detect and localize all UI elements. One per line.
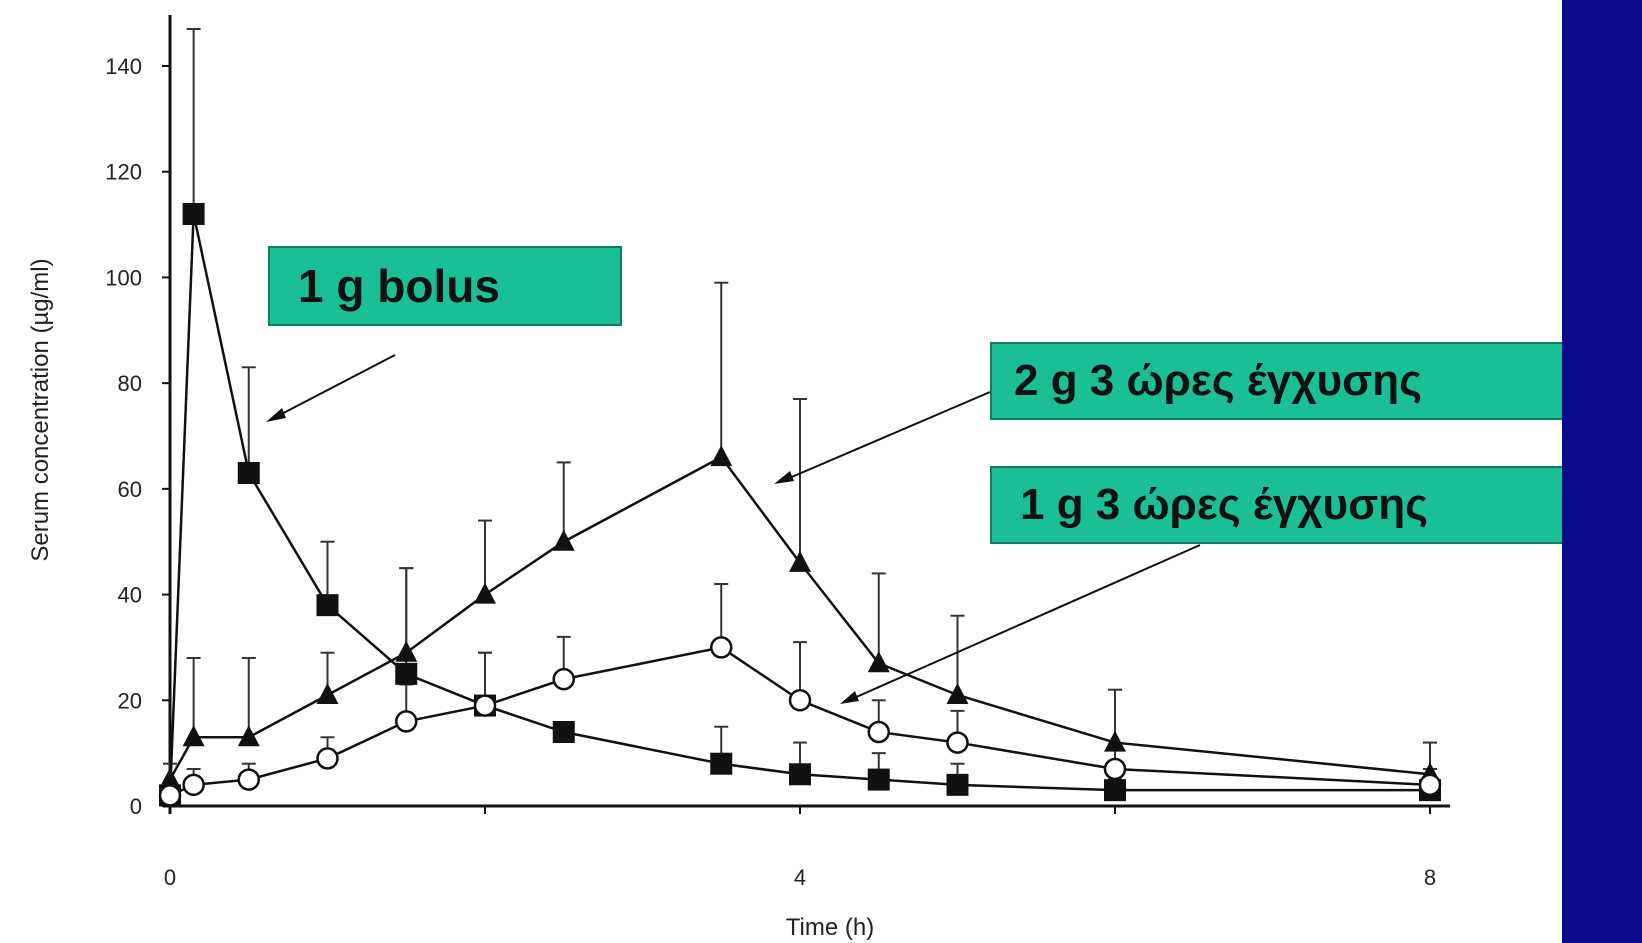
square-marker <box>182 203 205 225</box>
square-marker <box>946 773 969 796</box>
x-tick-label: 4 <box>794 865 806 890</box>
circle-marker <box>946 731 969 754</box>
axes <box>163 15 1450 814</box>
arrowhead-1g <box>840 691 859 704</box>
y-tick-label: 120 <box>105 160 142 185</box>
y-ticks: 0 20 40 60 80 100 120 140 <box>105 54 170 819</box>
triangle-marker <box>237 725 260 747</box>
circle-marker <box>316 747 339 770</box>
triangle-marker <box>182 725 205 747</box>
y-tick-label: 140 <box>105 54 142 79</box>
arrow-2g <box>779 391 991 483</box>
square-marker <box>237 462 260 484</box>
y-tick-label: 80 <box>118 371 142 396</box>
circle-marker <box>158 784 182 807</box>
square-marker <box>710 752 733 775</box>
arrowhead-bolus <box>266 408 286 422</box>
square-marker <box>552 721 575 743</box>
circle-marker <box>788 689 812 712</box>
y-tick-label: 60 <box>118 477 142 502</box>
circle-marker <box>1418 773 1442 797</box>
triangle-marker <box>552 529 575 551</box>
circle-marker <box>867 720 890 744</box>
triangle-marker <box>946 683 969 704</box>
square-marker <box>867 768 890 791</box>
x-tick-label: 8 <box>1424 865 1436 890</box>
circle-marker <box>1103 757 1127 781</box>
arrow-bolus <box>269 354 396 421</box>
circle-marker <box>710 636 733 659</box>
circle-marker <box>182 773 205 797</box>
square-marker <box>1104 779 1126 802</box>
y-tick-label: 20 <box>118 688 142 713</box>
circle-marker <box>552 667 575 691</box>
x-ticks: 0 4 8 <box>164 806 1436 890</box>
arrowhead-2g <box>774 471 794 484</box>
triangle-marker <box>395 640 418 662</box>
markers <box>158 203 1442 807</box>
triangle-marker <box>159 767 181 789</box>
y-tick-label: 0 <box>130 794 142 819</box>
circle-marker <box>473 694 497 717</box>
side-band <box>1562 0 1642 943</box>
triangle-marker <box>474 582 496 604</box>
square-marker <box>316 594 339 617</box>
x-tick-label: 0 <box>164 865 176 890</box>
x-axis-title: Time (h) <box>786 914 874 941</box>
square-marker <box>789 763 811 786</box>
arrow-1g <box>844 544 1201 703</box>
annotation-2g-infusion: 2 g 3 ώρες έγχυσης <box>990 342 1642 420</box>
y-axis-title: Serum concentration (µg/ml) <box>27 258 54 561</box>
y-tick-label: 40 <box>118 583 142 608</box>
y-tick-label: 100 <box>105 265 142 290</box>
triangle-marker <box>789 550 811 572</box>
triangle-marker <box>867 651 890 673</box>
annotation-arrows <box>266 354 1201 704</box>
triangle-marker <box>1104 730 1126 752</box>
annotation-1g-infusion: 1 g 3 ώρες έγχυσης <box>990 466 1642 544</box>
circle-marker <box>395 710 418 733</box>
circle-marker <box>237 768 260 791</box>
triangle-marker <box>316 683 339 704</box>
triangle-marker <box>710 445 733 467</box>
annotation-bolus: 1 g bolus <box>268 246 622 326</box>
square-marker <box>395 662 418 685</box>
